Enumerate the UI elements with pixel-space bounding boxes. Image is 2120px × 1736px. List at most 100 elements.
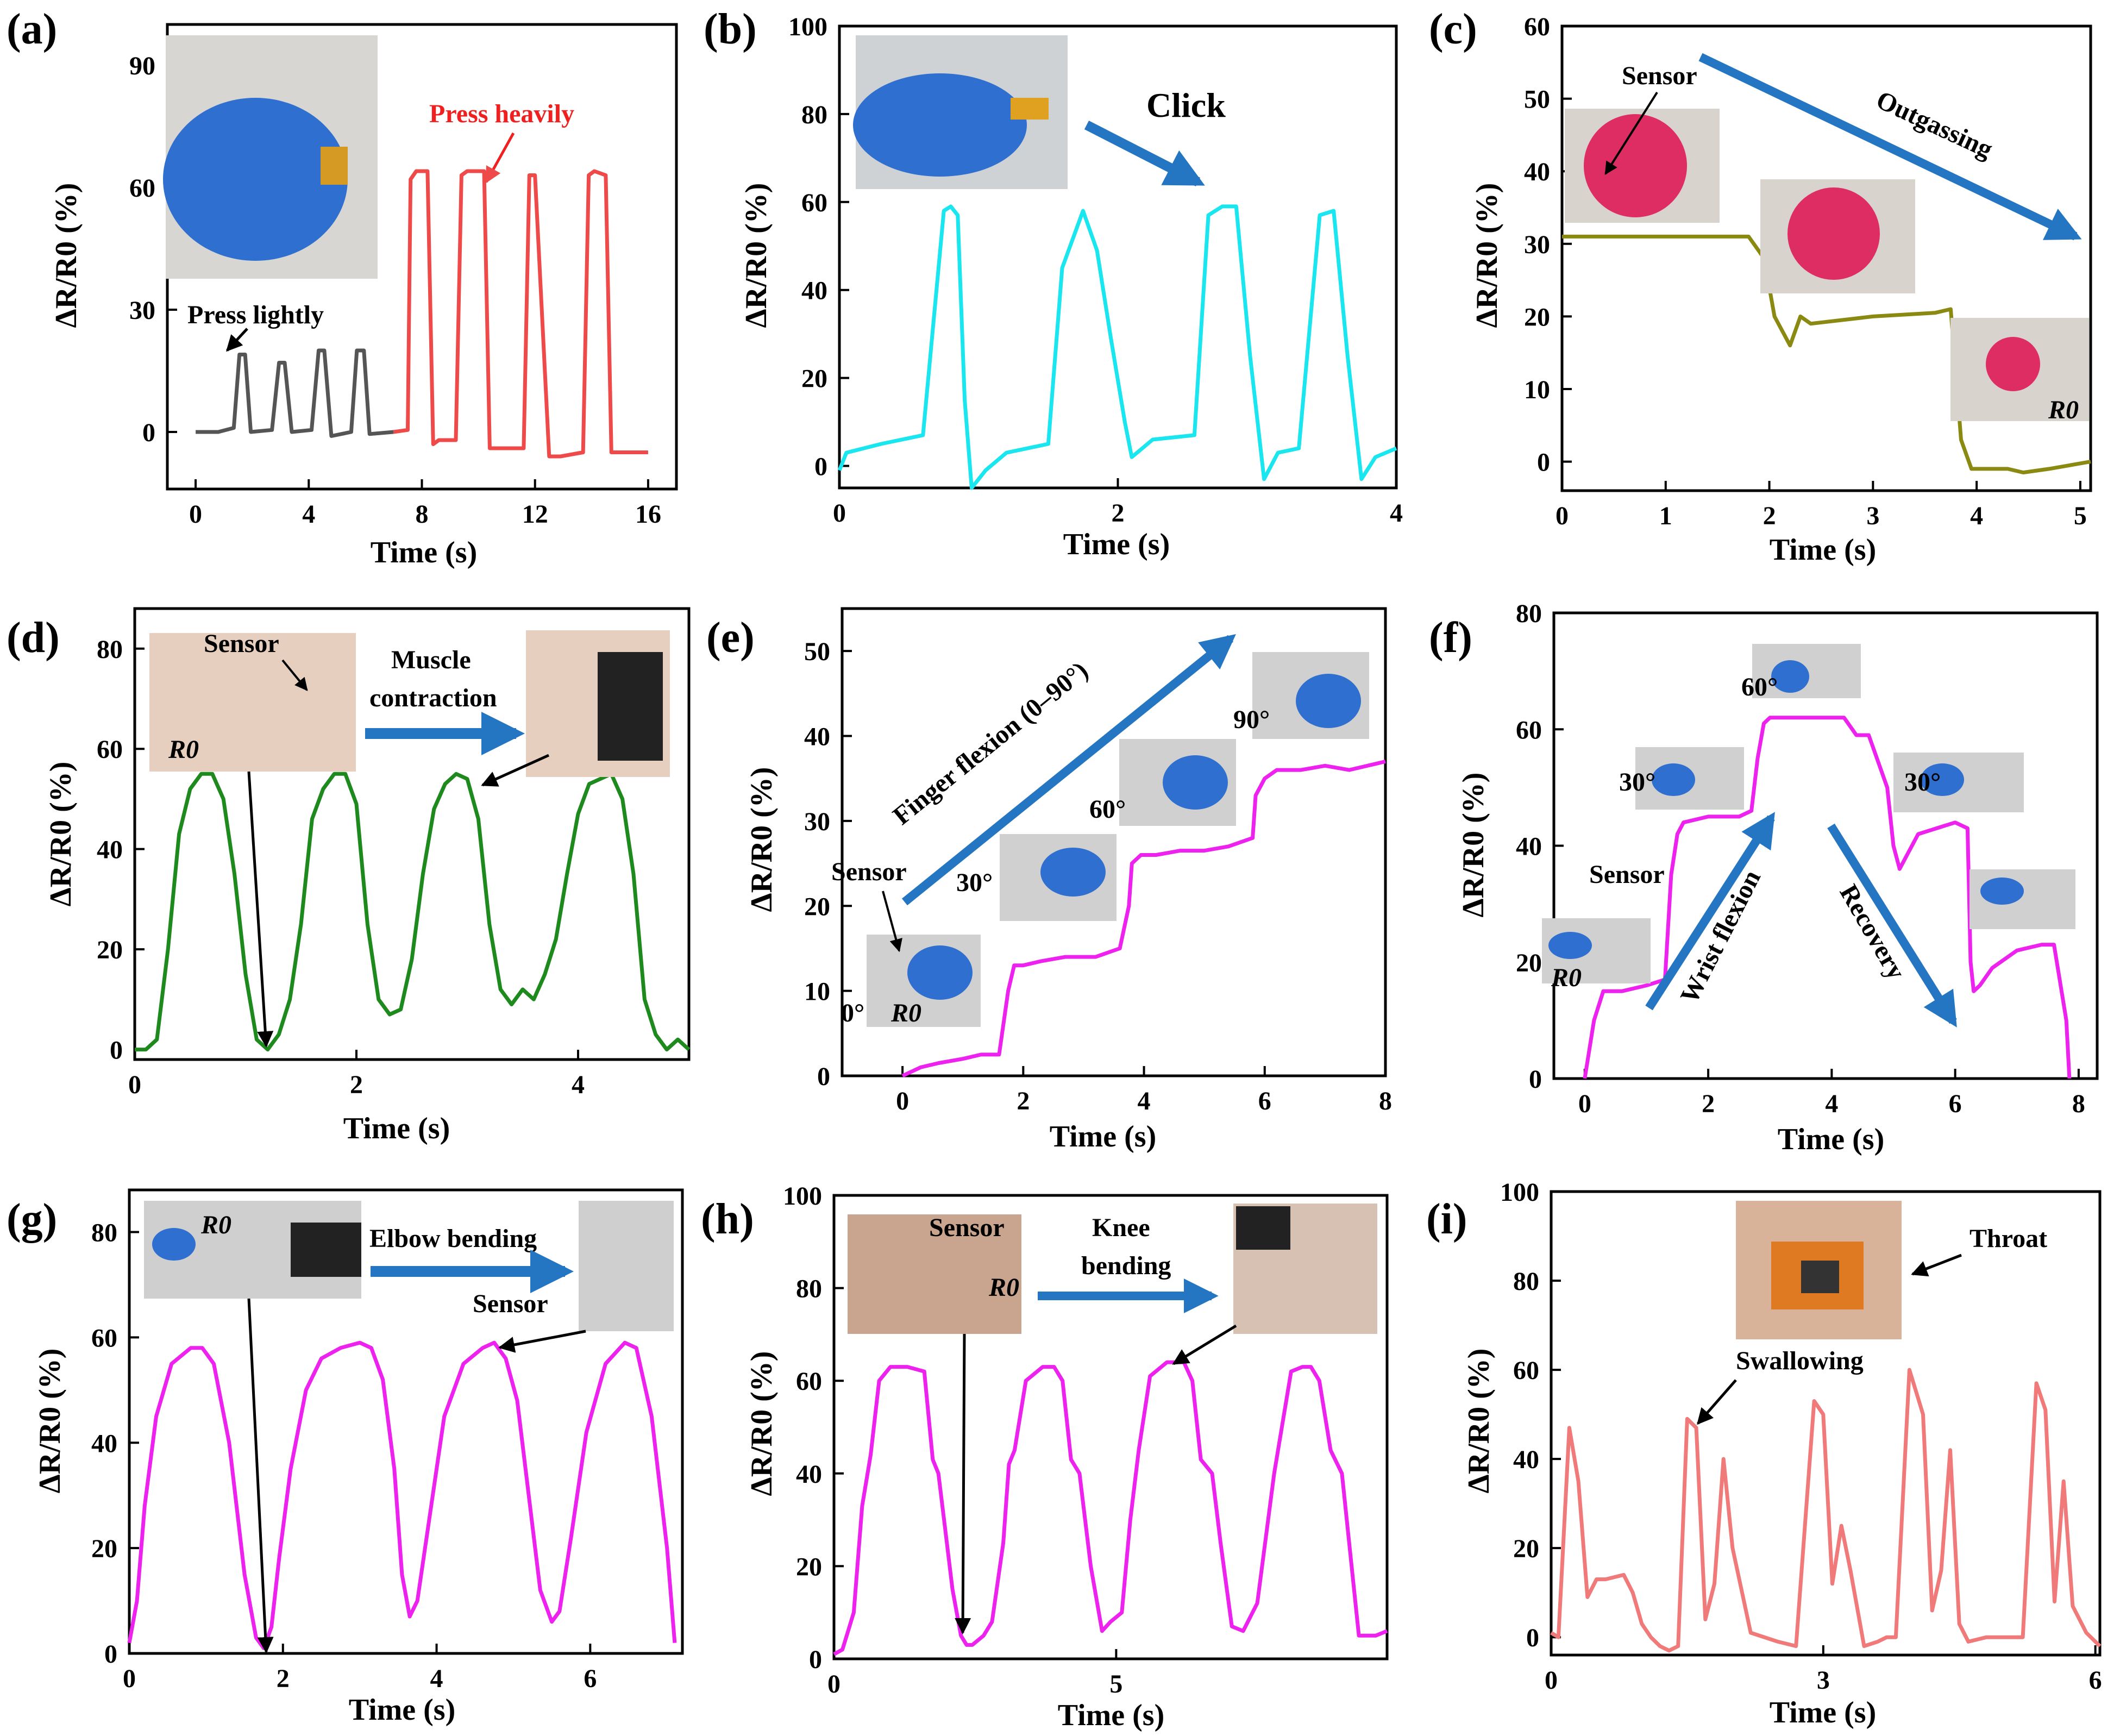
y-tick-label: 20 — [1513, 1534, 1539, 1563]
y-tick-label: 30 — [804, 807, 830, 836]
panel-label: (c) — [1429, 5, 1477, 53]
y-tick-label: 20 — [1516, 949, 1542, 977]
panel-label: (a) — [7, 5, 57, 53]
annotation-knee: Knee — [1092, 1213, 1150, 1242]
x-axis-label: Time (s) — [349, 1693, 456, 1727]
y-tick-label: 50 — [804, 637, 830, 666]
photo-arm-relaxed — [149, 633, 356, 772]
x-tick-label: 0 — [896, 1087, 909, 1115]
annotation-sensor-c: Sensor — [1622, 61, 1697, 90]
annotation-r0-c: R0 — [2048, 396, 2079, 424]
x-axis-label: Time (s) — [1770, 1696, 1877, 1729]
x-tick-label: 0 — [123, 1664, 136, 1693]
annotation-30deg-f: 30° — [1619, 768, 1655, 797]
annotation-r0-e: R0 — [890, 999, 921, 1027]
y-tick-label: 0 — [104, 1640, 117, 1669]
panel-label: (h) — [701, 1195, 754, 1243]
x-tick-label: 8 — [2072, 1089, 2085, 1118]
panel-a-extras: Press lightly Press heavily — [163, 35, 574, 352]
y-tick-label: 90 — [129, 52, 155, 80]
series-line — [393, 169, 648, 459]
x-tick-label: 5 — [1109, 1670, 1122, 1699]
y-tick-label: 40 — [804, 723, 830, 751]
x-axis-label: Time (s) — [343, 1112, 450, 1145]
y-tick-label: 80 — [1516, 599, 1542, 628]
x-tick-label: 4 — [302, 500, 315, 529]
y-axis-label: ΔR/R0 (%) — [745, 1351, 779, 1496]
annotation-r0-h: R0 — [988, 1273, 1019, 1302]
y-tick-label: 100 — [783, 1182, 822, 1211]
y-tick-label: 0 — [809, 1645, 822, 1674]
panel-label: (d) — [7, 614, 60, 662]
x-axis-label: Time (s) — [1770, 533, 1877, 567]
y-tick-label: 80 — [91, 1219, 117, 1248]
plot-frame — [133, 607, 691, 1061]
annotation-r0-f: R0 — [1551, 963, 1582, 992]
y-tick-label: 40 — [796, 1460, 822, 1489]
x-tick-label: 0 — [833, 499, 846, 528]
y-tick-label: 0 — [142, 418, 155, 447]
x-tick-label: 3 — [1817, 1666, 1830, 1695]
series-line — [1583, 716, 2072, 1079]
y-tick-label: 60 — [1513, 1356, 1539, 1385]
y-axis-label: ΔR/R0 (%) — [1470, 183, 1504, 328]
panel-label: (g) — [7, 1195, 57, 1243]
annotation-bending: bending — [1081, 1251, 1171, 1280]
x-tick-label: 2 — [350, 1070, 363, 1099]
y-tick-label: 40 — [1524, 158, 1550, 186]
panel-e-extras: Finger flexion (0–90°) Sensor 0° R0 30° … — [831, 634, 1369, 1027]
x-tick-label: 4 — [1138, 1087, 1151, 1115]
x-tick-label: 0 — [189, 500, 202, 529]
panel-e: 0 2 4 6 8 0 10 20 30 40 50 (e) Time (s) ΔR/R0 (%) — [706, 607, 1392, 1154]
x-tick-label: 5 — [2074, 502, 2087, 530]
panel-a: 0 4 8 12 16 0 30 60 90 (a) Time (s) ΔR/R0 (%) — [7, 5, 678, 569]
y-tick-label: 40 — [1516, 832, 1542, 861]
x-tick-label: 0 — [1555, 502, 1569, 530]
x-tick-label: 6 — [584, 1664, 597, 1693]
x-tick-label: 0 — [827, 1670, 841, 1699]
annotation-90deg-e: 90° — [1233, 705, 1270, 734]
y-tick-label: 40 — [1513, 1445, 1539, 1474]
y-tick-label: 80 — [97, 635, 123, 664]
plot-frame — [1550, 1190, 2102, 1657]
x-axis-label: Time (s) — [1778, 1123, 1885, 1156]
x-tick-label: 4 — [1825, 1089, 1838, 1118]
annotation-throat: Throat — [1970, 1224, 2047, 1253]
y-axis-label: ΔR/R0 (%) — [739, 183, 773, 328]
y-axis-label: ΔR/R0 (%) — [1457, 773, 1490, 918]
y-tick-label: 80 — [1513, 1267, 1539, 1296]
annotation-sensor-d: Sensor — [204, 629, 279, 658]
annotation-contraction: contraction — [369, 684, 497, 712]
series-line — [1562, 234, 2091, 475]
annotation-click: Click — [1146, 86, 1226, 124]
x-tick-label: 12 — [522, 500, 548, 529]
annotation-30deg-f2: 30° — [1904, 768, 1941, 797]
annotation-0deg: 0° — [841, 999, 864, 1027]
annotation-60deg-e: 60° — [1089, 795, 1126, 824]
plot-frame — [1560, 24, 2092, 492]
y-tick-label: 0 — [817, 1062, 830, 1091]
y-tick-label: 100 — [788, 12, 827, 41]
y-axis-label: ΔR/R0 (%) — [44, 762, 78, 907]
x-tick-label: 2 — [1112, 499, 1125, 528]
plot-frame — [841, 607, 1387, 1077]
panel-b-extras: Click — [853, 35, 1226, 189]
panel-h: 0 5 0 20 40 60 80 100 (h) Time (s) ΔR/R0 (%) — [701, 1182, 1389, 1732]
panel-label: (f) — [1429, 614, 1472, 662]
panel-label: (e) — [706, 614, 755, 662]
x-tick-label: 1 — [1659, 502, 1672, 530]
annotation-r0-g: R0 — [200, 1211, 231, 1239]
y-tick-label: 60 — [796, 1367, 822, 1396]
annotation-press-lightly: Press lightly — [187, 300, 324, 329]
y-tick-label: 10 — [1524, 375, 1550, 404]
x-tick-label: 16 — [635, 500, 661, 529]
x-tick-label: 4 — [1390, 499, 1403, 528]
annotation-muscle: Muscle — [391, 645, 471, 674]
y-axis-label: ΔR/R0 (%) — [1462, 1349, 1496, 1494]
annotation-sensor-g: Sensor — [473, 1289, 548, 1318]
y-tick-label: 50 — [1524, 85, 1550, 114]
y-axis-label: ΔR/R0 (%) — [745, 767, 779, 912]
y-tick-label: 60 — [801, 189, 827, 217]
y-tick-label: 20 — [91, 1534, 117, 1563]
